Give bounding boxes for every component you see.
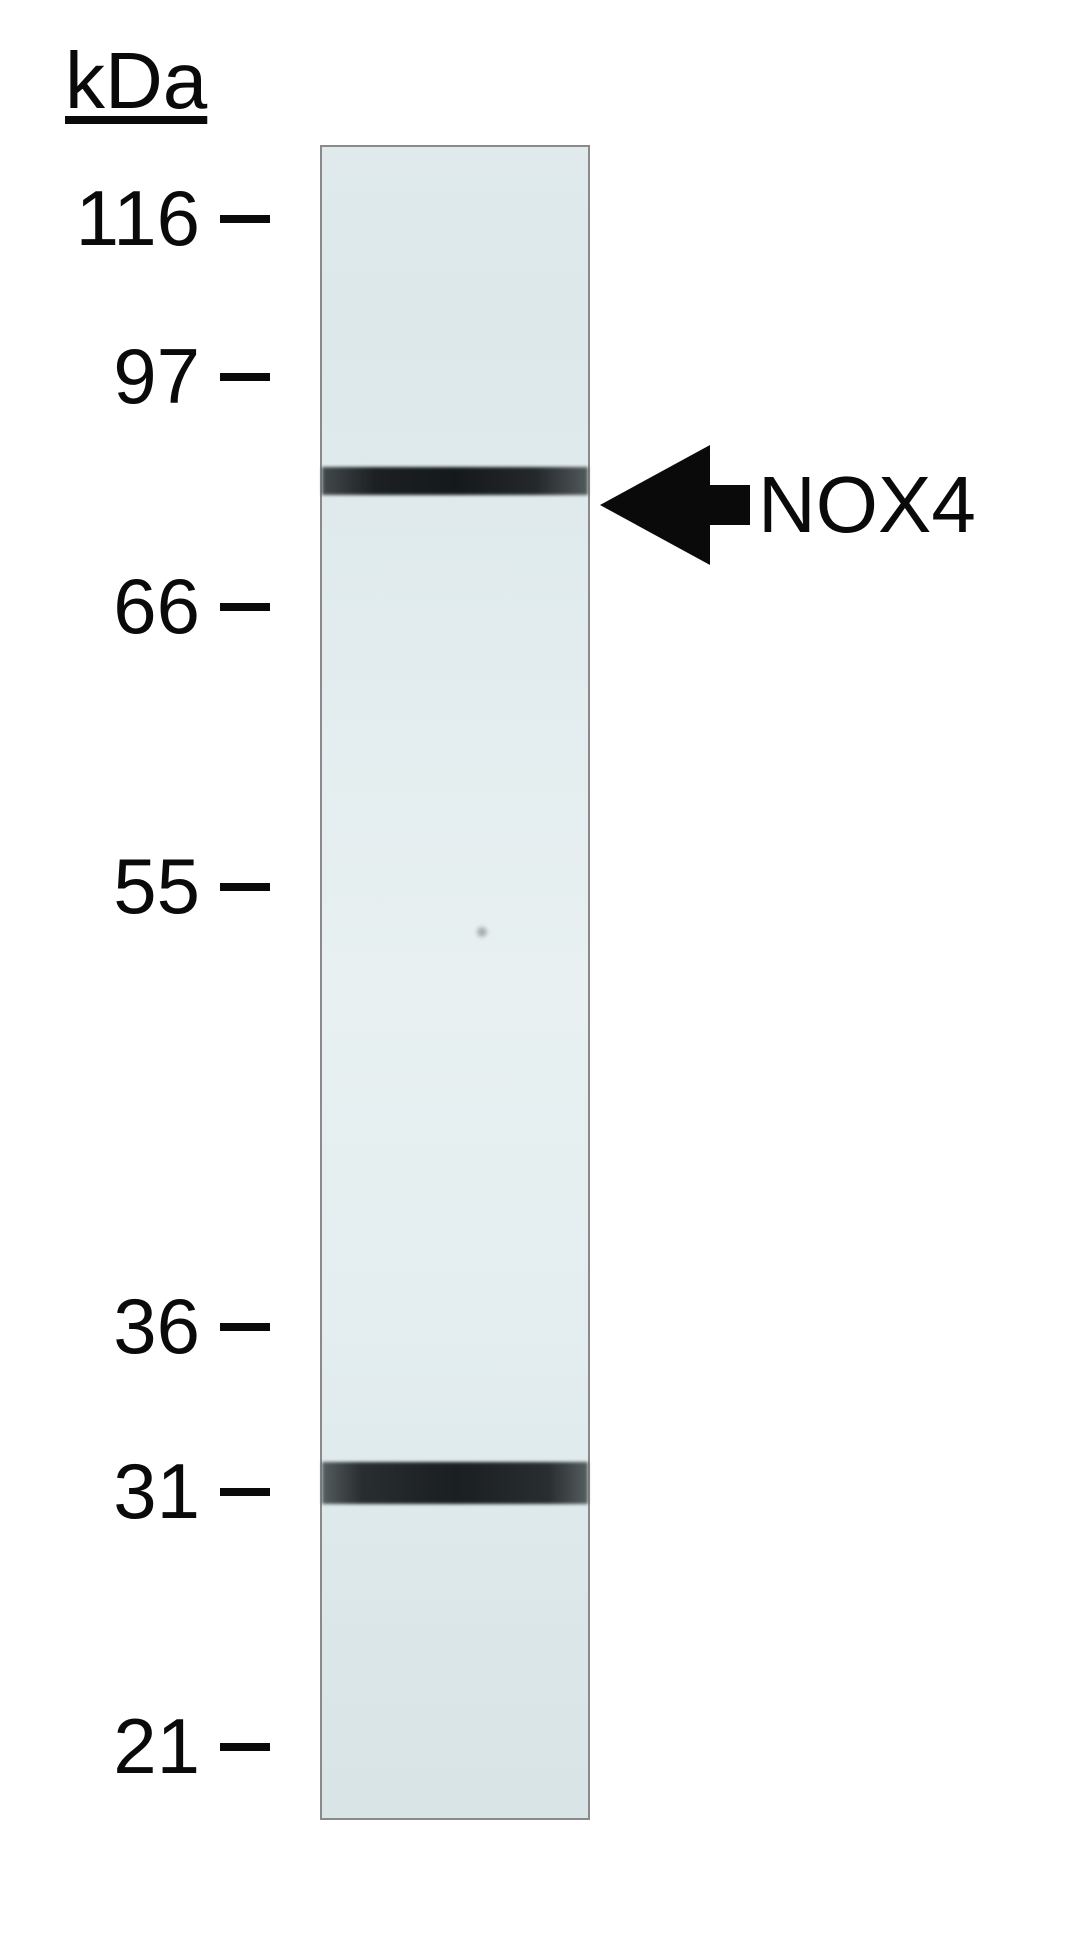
mw-tick bbox=[220, 603, 270, 611]
faint-spot bbox=[477, 927, 487, 937]
mw-value: 31 bbox=[80, 1446, 200, 1537]
mw-value: 21 bbox=[80, 1701, 200, 1792]
western-blot-figure: kDa 116 97 66 55 36 31 21 NOX4 bbox=[0, 0, 1080, 1955]
mw-marker-97: 97 bbox=[80, 331, 270, 422]
mw-marker-116: 116 bbox=[50, 173, 270, 264]
mw-value: 97 bbox=[80, 331, 200, 422]
mw-value: 66 bbox=[80, 561, 200, 652]
mw-marker-31: 31 bbox=[80, 1446, 270, 1537]
band-lower-band bbox=[322, 1462, 588, 1504]
mw-tick bbox=[220, 883, 270, 891]
mw-tick bbox=[220, 1488, 270, 1496]
mw-tick bbox=[220, 215, 270, 223]
nox4-annotation: NOX4 bbox=[600, 445, 976, 565]
mw-tick bbox=[220, 373, 270, 381]
mw-value: 55 bbox=[80, 841, 200, 932]
mw-value: 36 bbox=[80, 1281, 200, 1372]
mw-tick bbox=[220, 1323, 270, 1331]
band-NOX4 bbox=[322, 467, 588, 495]
mw-marker-36: 36 bbox=[80, 1281, 270, 1372]
mw-marker-21: 21 bbox=[80, 1701, 270, 1792]
arrow-head-icon bbox=[600, 445, 710, 565]
arrow-tail bbox=[710, 485, 750, 525]
mw-marker-55: 55 bbox=[80, 841, 270, 932]
mw-value: 116 bbox=[50, 173, 200, 264]
mw-tick bbox=[220, 1743, 270, 1751]
unit-label: kDa bbox=[65, 35, 207, 127]
mw-marker-66: 66 bbox=[80, 561, 270, 652]
blot-lane bbox=[320, 145, 590, 1820]
annotation-text: NOX4 bbox=[758, 459, 976, 551]
